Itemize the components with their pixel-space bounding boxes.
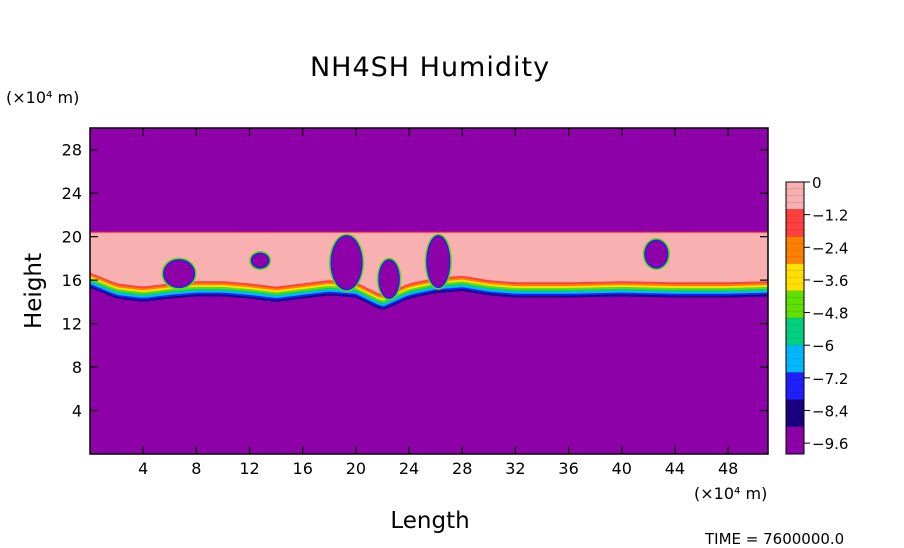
colorbar-segment [786, 182, 804, 210]
y-tick-label: 4 [72, 402, 82, 421]
colorbar-label: −8.4 [812, 402, 848, 420]
dry-pocket [379, 260, 399, 298]
x-tick-label: 12 [239, 459, 259, 478]
colorbar-label: −3.6 [812, 272, 848, 290]
colorbar-frame [785, 181, 805, 455]
x-tick-label: 36 [558, 459, 578, 478]
x-tick-label: 16 [293, 459, 313, 478]
chart-title: NH4SH Humidity [309, 52, 551, 83]
colorbar-segment [786, 426, 804, 455]
colorbar-segment [786, 372, 804, 401]
x-tick-label: 40 [612, 459, 632, 478]
y-tick-label: 24 [62, 184, 82, 203]
x-tick-label: 8 [191, 459, 201, 478]
colorbar-segment [786, 290, 804, 319]
dry-pocket [427, 236, 449, 287]
dry-pocket [164, 260, 194, 287]
x-tick-label: 28 [452, 459, 472, 478]
colorbar-label: −1.2 [812, 207, 848, 225]
colorbar-segment [786, 399, 804, 428]
x-tick-label: 24 [399, 459, 419, 478]
x-tick-label: 44 [665, 459, 685, 478]
y-axis-unit: (×10⁴ m) [6, 88, 80, 107]
dry-pocket [645, 241, 667, 268]
colorbar-label: −4.8 [812, 305, 848, 323]
colorbar-label: −9.6 [812, 435, 848, 453]
colorbar-label: −7.2 [812, 370, 848, 388]
y-tick-label: 16 [62, 271, 82, 290]
plot-frame [89, 127, 769, 455]
y-tick-label: 20 [62, 228, 82, 247]
dry-pocket [252, 254, 269, 268]
colorbar-segment [786, 263, 804, 292]
y-tick-label: 8 [72, 358, 82, 377]
x-axis-label: Length [390, 508, 470, 534]
y-tick-label: 28 [62, 141, 82, 160]
colorbar-segment [786, 318, 804, 346]
x-tick-label: 48 [718, 459, 738, 478]
colorbar-label: −2.4 [812, 239, 848, 257]
colorbar-segment [786, 236, 804, 265]
colorbar-segment [786, 345, 804, 373]
dry-pocket [331, 236, 362, 289]
colorbar-segment [786, 209, 804, 237]
x-axis-unit: (×10⁴ m) [694, 484, 768, 503]
colorbar-label: 0 [812, 174, 822, 192]
y-tick-label: 12 [62, 315, 82, 334]
colorbar-label: −6 [812, 337, 834, 355]
x-tick-label: 4 [138, 459, 148, 478]
x-tick-label: 20 [346, 459, 366, 478]
x-tick-label: 32 [505, 459, 525, 478]
